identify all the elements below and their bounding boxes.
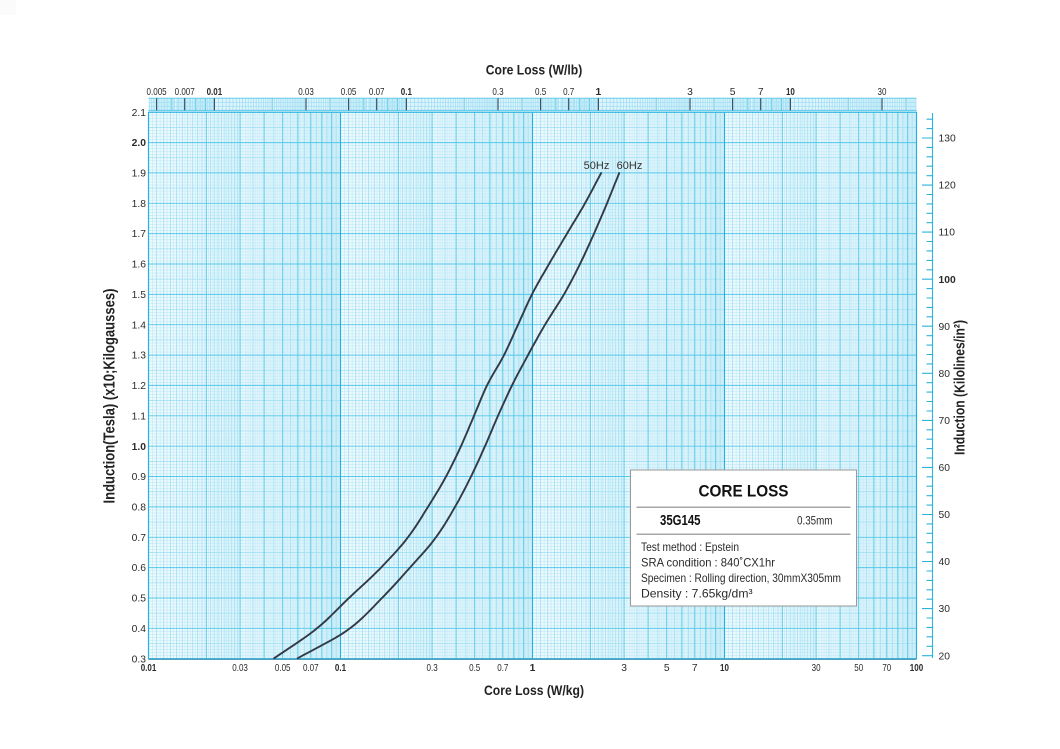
svg-text:110: 110 bbox=[939, 228, 956, 239]
svg-text:0.6: 0.6 bbox=[132, 563, 147, 574]
svg-text:1: 1 bbox=[530, 663, 536, 674]
svg-text:0.7: 0.7 bbox=[132, 533, 147, 544]
svg-text:70: 70 bbox=[939, 416, 951, 427]
svg-text:100: 100 bbox=[910, 663, 924, 674]
svg-text:0.07: 0.07 bbox=[369, 87, 385, 98]
svg-text:0.3: 0.3 bbox=[132, 654, 147, 665]
svg-text:50: 50 bbox=[854, 663, 863, 674]
svg-text:0.05: 0.05 bbox=[341, 87, 357, 98]
svg-text:30: 30 bbox=[939, 604, 951, 615]
svg-text:30: 30 bbox=[878, 87, 887, 98]
svg-text:100: 100 bbox=[939, 275, 956, 286]
svg-text:0.4: 0.4 bbox=[132, 624, 147, 635]
svg-text:CORE LOSS: CORE LOSS bbox=[699, 482, 789, 501]
svg-text:5: 5 bbox=[730, 87, 736, 98]
svg-text:3: 3 bbox=[621, 663, 627, 674]
svg-text:0.5: 0.5 bbox=[469, 663, 480, 674]
svg-text:2.1: 2.1 bbox=[132, 108, 147, 119]
svg-text:90: 90 bbox=[939, 322, 951, 333]
svg-text:Core Loss (W/kg): Core Loss (W/kg) bbox=[484, 682, 584, 698]
svg-text:0.1: 0.1 bbox=[401, 87, 412, 98]
svg-text:40: 40 bbox=[939, 557, 951, 568]
svg-text:7: 7 bbox=[692, 663, 698, 674]
svg-text:0.005: 0.005 bbox=[147, 87, 167, 98]
svg-text:3: 3 bbox=[687, 87, 693, 98]
svg-text:35G145: 35G145 bbox=[660, 512, 701, 529]
svg-text:0.05: 0.05 bbox=[275, 663, 291, 674]
svg-text:30: 30 bbox=[812, 663, 821, 674]
svg-text:Specimen : Rolling direction,: Specimen : Rolling direction, 30mmX305mm bbox=[641, 571, 841, 585]
svg-text:Core Loss (W/lb): Core Loss (W/lb) bbox=[486, 63, 583, 78]
svg-text:0.07: 0.07 bbox=[303, 663, 319, 674]
svg-text:80: 80 bbox=[939, 369, 951, 380]
svg-text:1.4: 1.4 bbox=[132, 320, 147, 331]
svg-text:50Hz: 50Hz bbox=[584, 160, 610, 172]
svg-text:1: 1 bbox=[596, 87, 602, 98]
svg-text:20: 20 bbox=[939, 651, 951, 662]
svg-text:0.1: 0.1 bbox=[335, 663, 346, 674]
svg-text:Density : 7.65kg/dm³: Density : 7.65kg/dm³ bbox=[641, 587, 753, 601]
svg-text:Test method : Epstein: Test method : Epstein bbox=[641, 540, 739, 554]
svg-text:2.0: 2.0 bbox=[132, 138, 147, 149]
svg-text:130: 130 bbox=[939, 134, 956, 145]
svg-text:0.01: 0.01 bbox=[207, 87, 223, 98]
svg-text:0.3: 0.3 bbox=[492, 87, 503, 98]
svg-text:70: 70 bbox=[882, 663, 891, 674]
svg-text:10: 10 bbox=[720, 663, 729, 674]
svg-text:1.5: 1.5 bbox=[132, 290, 147, 301]
svg-text:0.007: 0.007 bbox=[175, 87, 195, 98]
svg-text:0.01: 0.01 bbox=[141, 663, 157, 674]
svg-text:0.03: 0.03 bbox=[298, 87, 314, 98]
svg-text:0.03: 0.03 bbox=[232, 663, 248, 674]
svg-text:0.5: 0.5 bbox=[535, 87, 546, 98]
svg-text:50: 50 bbox=[939, 510, 951, 521]
svg-text:1.6: 1.6 bbox=[132, 260, 147, 271]
svg-text:7: 7 bbox=[758, 87, 764, 98]
svg-text:0.7: 0.7 bbox=[497, 663, 508, 674]
svg-text:0.9: 0.9 bbox=[132, 472, 147, 483]
svg-text:1.9: 1.9 bbox=[132, 169, 147, 180]
svg-text:1.3: 1.3 bbox=[132, 351, 147, 362]
svg-text:1.7: 1.7 bbox=[132, 229, 147, 240]
svg-text:60: 60 bbox=[939, 463, 951, 474]
svg-text:1.0: 1.0 bbox=[132, 442, 147, 453]
svg-text:1.8: 1.8 bbox=[132, 199, 147, 210]
svg-text:10: 10 bbox=[786, 87, 795, 98]
svg-text:SRA condition : 840˚CX1hr: SRA condition : 840˚CX1hr bbox=[641, 556, 775, 570]
svg-text:120: 120 bbox=[939, 181, 956, 192]
svg-text:5: 5 bbox=[664, 663, 670, 674]
svg-text:Induction(Tesla) (x10;Kilogaus: Induction(Tesla) (x10;Kilogausses) bbox=[102, 289, 119, 504]
svg-text:1.1: 1.1 bbox=[132, 411, 147, 422]
svg-text:0.35mm: 0.35mm bbox=[797, 514, 833, 528]
svg-text:1.2: 1.2 bbox=[132, 381, 147, 392]
svg-text:60Hz: 60Hz bbox=[617, 160, 643, 172]
svg-text:Induction (Kilolines/in²): Induction (Kilolines/in²) bbox=[952, 320, 969, 455]
svg-text:0.8: 0.8 bbox=[132, 503, 147, 514]
svg-text:0.7: 0.7 bbox=[563, 87, 574, 98]
svg-text:0.5: 0.5 bbox=[132, 594, 147, 605]
svg-text:0.3: 0.3 bbox=[427, 663, 438, 674]
